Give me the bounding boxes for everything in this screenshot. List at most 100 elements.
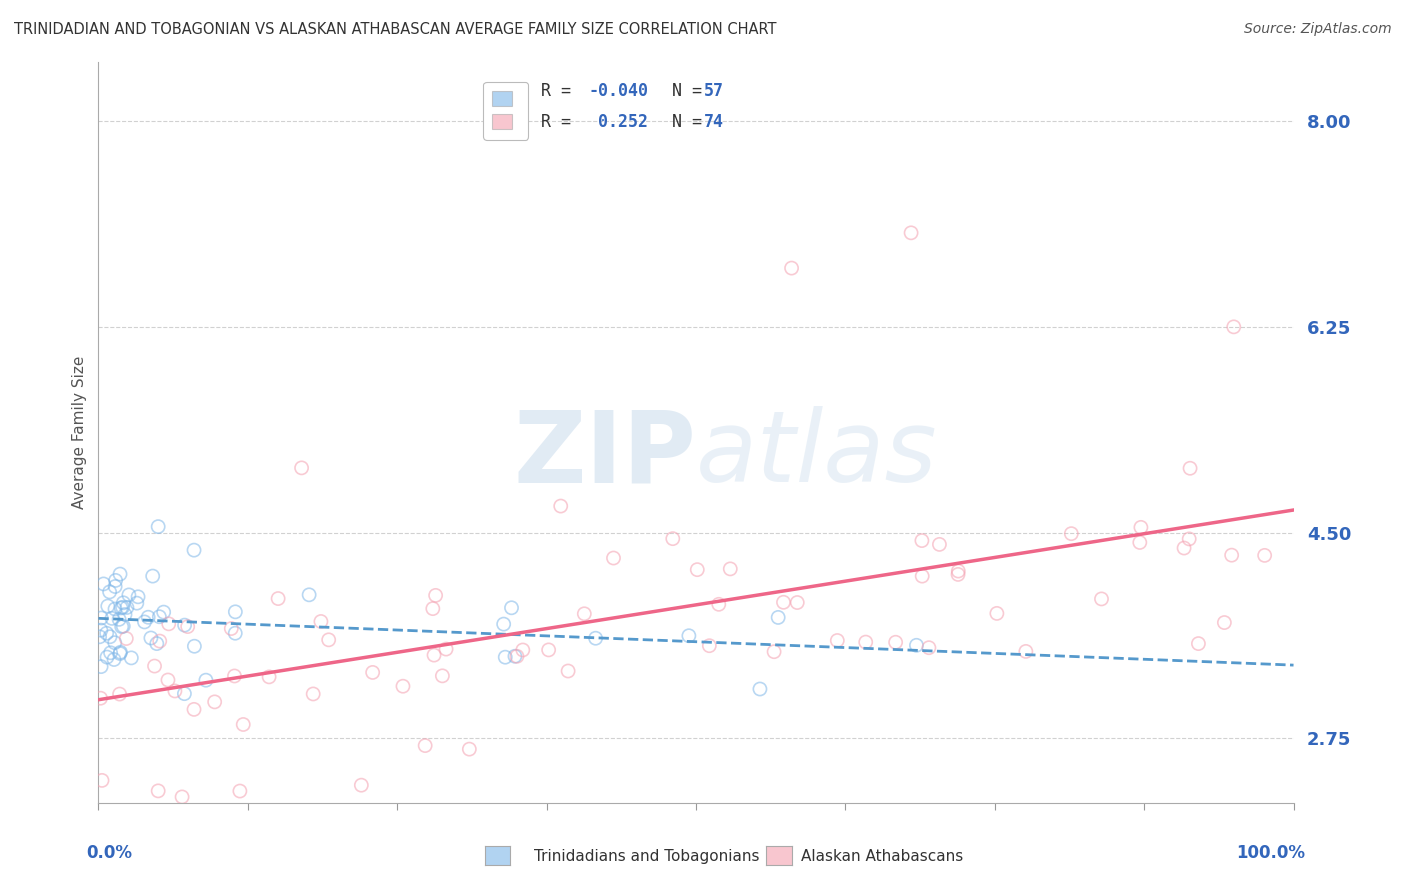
Point: [96, 650, 118, 665]
Point: [678, 629, 700, 643]
Point: [1173, 541, 1195, 555]
Point: [156, 673, 179, 687]
Text: 74: 74: [704, 112, 724, 131]
Point: [104, 602, 127, 616]
Point: [183, 543, 205, 558]
Point: [1015, 644, 1038, 658]
Text: Trinidadians and Tobagonians: Trinidadians and Tobagonians: [534, 849, 759, 863]
Point: [662, 532, 685, 546]
Point: [163, 684, 186, 698]
Point: [699, 639, 721, 653]
Point: [152, 605, 174, 619]
Point: [432, 669, 454, 683]
Point: [229, 784, 252, 798]
Point: [267, 591, 290, 606]
Point: [413, 739, 436, 753]
Point: [134, 615, 156, 629]
Point: [602, 551, 624, 566]
Legend: , : ,: [484, 82, 529, 139]
Text: 0.252: 0.252: [589, 112, 648, 131]
Point: [766, 610, 789, 624]
Point: [503, 649, 526, 664]
Point: [224, 605, 246, 619]
Point: [148, 609, 170, 624]
Point: [115, 600, 138, 615]
Point: [125, 596, 148, 610]
Point: [884, 635, 907, 649]
Point: [108, 687, 131, 701]
Point: [763, 645, 786, 659]
Point: [501, 600, 523, 615]
Point: [108, 647, 131, 661]
Point: [585, 632, 607, 646]
Point: [142, 569, 165, 583]
Point: [786, 595, 808, 609]
Point: [90, 691, 112, 706]
Point: [574, 607, 596, 621]
Text: -0.040: -0.040: [589, 82, 648, 101]
Point: [458, 742, 481, 756]
Point: [111, 600, 134, 615]
Point: [827, 633, 849, 648]
Point: [108, 567, 131, 582]
Point: [1178, 461, 1201, 475]
Point: [537, 643, 560, 657]
Point: [97, 599, 120, 613]
Point: [748, 681, 770, 696]
Point: [183, 702, 205, 716]
Text: R =: R =: [541, 82, 581, 101]
Point: [423, 648, 446, 662]
Point: [89, 630, 111, 644]
Point: [946, 567, 969, 582]
Point: [855, 635, 877, 649]
Text: R =: R =: [541, 112, 581, 131]
Point: [425, 588, 447, 602]
Point: [110, 645, 132, 659]
Point: [143, 659, 166, 673]
Point: [911, 569, 934, 583]
Point: [96, 626, 118, 640]
Point: [291, 461, 314, 475]
Point: [707, 597, 730, 611]
Point: [318, 632, 340, 647]
Point: [101, 611, 124, 625]
Point: [948, 564, 970, 578]
Point: [100, 646, 122, 660]
Point: [900, 226, 922, 240]
Y-axis label: Average Family Size: Average Family Size: [72, 356, 87, 509]
Point: [686, 563, 709, 577]
Point: [120, 651, 142, 665]
Text: Source: ZipAtlas.com: Source: ZipAtlas.com: [1244, 22, 1392, 37]
Point: [557, 664, 579, 678]
Point: [127, 590, 149, 604]
Point: [173, 618, 195, 632]
Point: [114, 607, 136, 622]
Point: [194, 673, 217, 688]
Point: [718, 562, 741, 576]
Point: [90, 623, 112, 637]
Point: [112, 596, 135, 610]
Point: [148, 784, 170, 798]
Point: [1223, 319, 1246, 334]
Point: [1129, 520, 1152, 534]
Point: [1060, 526, 1083, 541]
Point: [139, 631, 162, 645]
Point: [98, 630, 121, 644]
Text: Alaskan Athabascans: Alaskan Athabascans: [801, 849, 963, 863]
Point: [232, 717, 254, 731]
Point: [1090, 591, 1112, 606]
Point: [204, 695, 226, 709]
Point: [104, 636, 127, 650]
Point: [110, 601, 132, 615]
Point: [492, 617, 515, 632]
Point: [494, 650, 516, 665]
Point: [112, 619, 135, 633]
Text: ZIP: ZIP: [513, 407, 696, 503]
Point: [90, 659, 112, 673]
Text: N =: N =: [652, 112, 711, 131]
Point: [183, 639, 205, 653]
Point: [1187, 637, 1209, 651]
Point: [176, 619, 198, 633]
Point: [905, 638, 928, 652]
Point: [115, 632, 138, 646]
